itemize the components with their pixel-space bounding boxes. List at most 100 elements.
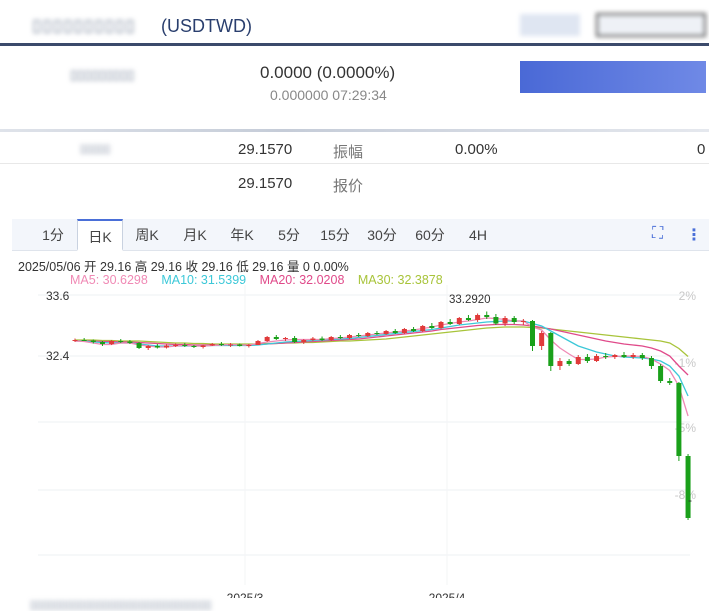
ma10-value: MA10: 31.5399 (161, 273, 247, 287)
candle-body (575, 357, 581, 364)
ma20-value: MA20: 32.0208 (259, 273, 345, 287)
candle-body (658, 366, 664, 381)
tab-4h[interactable]: 4H (469, 227, 487, 243)
chart-grid (38, 285, 690, 585)
candle-body (301, 340, 307, 342)
candle-body (319, 338, 325, 340)
candle-body (465, 318, 471, 320)
action-button[interactable] (520, 61, 706, 93)
y-tick-label: 32.4 (46, 349, 70, 363)
candle-body (72, 340, 78, 341)
more-options-icon[interactable]: ⋮ (686, 227, 702, 244)
candle-body (475, 315, 481, 320)
candle-body (667, 381, 673, 383)
candle-body (365, 333, 371, 336)
price-value: 0.0000 (0.0000%) (260, 63, 396, 82)
x-tick-label: 2025/4 (429, 591, 466, 598)
candle-body (676, 383, 682, 456)
candle-body (685, 456, 691, 518)
candle-body (502, 318, 508, 324)
tab-yearly[interactable]: 年K (230, 227, 254, 243)
price-timestamp: 0.000000 07:29:34 (270, 87, 387, 103)
candle-body (429, 326, 435, 328)
instrument-name: ▯▯▯▯▯▯▯▯▯▯ (32, 16, 136, 35)
ma30-line (75, 326, 689, 357)
candle-body (282, 338, 288, 339)
header-divider (0, 43, 709, 46)
candle-body (237, 344, 243, 346)
candle-body (328, 337, 334, 340)
stat-amplitude-value: 0.00% (455, 141, 498, 158)
candle-body (612, 355, 618, 357)
candle-body (392, 331, 398, 333)
tab-60min[interactable]: 60分 (415, 227, 445, 243)
tab-5min[interactable]: 5分 (278, 227, 300, 243)
candle-body (401, 329, 407, 333)
candle-body (511, 318, 517, 322)
candles (72, 311, 691, 520)
stat-value: 29.1570 (238, 141, 293, 158)
ma5-line (74, 317, 689, 417)
candle-body (255, 341, 261, 345)
tab-1min[interactable]: 1分 (42, 227, 64, 243)
candle-body (164, 345, 169, 348)
stats-row-1: ▯▯▯▯▯ 29.1570 振幅 0.00% 0 (0, 134, 709, 164)
candle-body (264, 337, 270, 341)
candle-body (584, 357, 590, 361)
candle-body (484, 315, 490, 317)
fullscreen-icon[interactable]: ⛶ (652, 225, 664, 242)
tab-weekly[interactable]: 周K (135, 227, 159, 243)
candle-body (182, 345, 188, 346)
candle-body (337, 337, 343, 338)
quote-header: ▯▯▯▯▯▯▯▯▯▯ (USDTWD) (0, 0, 709, 46)
candle-body (246, 345, 252, 346)
candle-body (200, 345, 206, 347)
ohlc-info: 2025/05/06 开 29.16 高 29.16 收 29.16 低 29.… (18, 260, 349, 274)
tab-30min[interactable]: 30分 (367, 227, 397, 243)
row-divider (0, 163, 709, 164)
header-action-button[interactable] (520, 14, 580, 36)
candle-body (539, 333, 545, 346)
candle-body (310, 338, 316, 340)
candle-body (273, 337, 279, 339)
candle-body (530, 321, 535, 346)
candle-body (292, 338, 298, 342)
period-tabs: 1分 日K 周K 月K 年K 5分 15分 30分 60分 4H ⛶ ⋮ (12, 219, 709, 251)
ma-legend: MA5: 30.6298 MA10: 31.5399 MA20: 32.0208… (70, 273, 453, 287)
candle-body (493, 317, 499, 324)
ma20-line (75, 323, 689, 376)
candle-body (154, 346, 160, 348)
high-label: 33.2920 (449, 294, 491, 306)
stat-label: ▯▯▯▯▯ (80, 143, 111, 155)
price-block: ▯▯▯▯▯▯▯▯▯ 0.0000 (0.0000%) 0.000000 07:2… (0, 50, 709, 132)
ma30-value: MA30: 32.3878 (357, 273, 443, 287)
candle-body (383, 331, 389, 334)
candle-body (209, 344, 215, 346)
tab-15min[interactable]: 15分 (320, 227, 350, 243)
ma5-value: MA5: 30.6298 (70, 273, 148, 287)
candle-body (218, 344, 224, 345)
header-action-button-2[interactable] (596, 13, 706, 37)
candle-body (127, 341, 133, 343)
chart-axes: 33.632.42%-1%-5%-8%2025/3 2025/4 (46, 289, 696, 598)
tab-monthly[interactable]: 月K (183, 227, 207, 243)
candle-body (447, 322, 453, 324)
candle-body (90, 340, 96, 342)
tab-daily[interactable]: 日K (77, 219, 123, 251)
candle-body (456, 318, 462, 324)
candle-body (374, 333, 380, 334)
candle-body (347, 335, 352, 338)
price-divider (0, 129, 709, 132)
candle-body (136, 343, 142, 348)
stat-quote-label: 报价 (333, 178, 364, 195)
y-tick-right-label: -8% (675, 488, 697, 502)
candle-body (630, 355, 636, 357)
close-marker: - (688, 493, 692, 507)
candle-body (648, 358, 654, 366)
candle-body (118, 341, 124, 342)
candle-body (173, 345, 179, 346)
candle-body (639, 355, 645, 358)
candle-body (109, 341, 115, 344)
candlestick-chart[interactable]: 33.632.42%-1%-5%-8%2025/3 2025/4 33.2920 - (0, 285, 709, 598)
candle-body (81, 340, 87, 341)
